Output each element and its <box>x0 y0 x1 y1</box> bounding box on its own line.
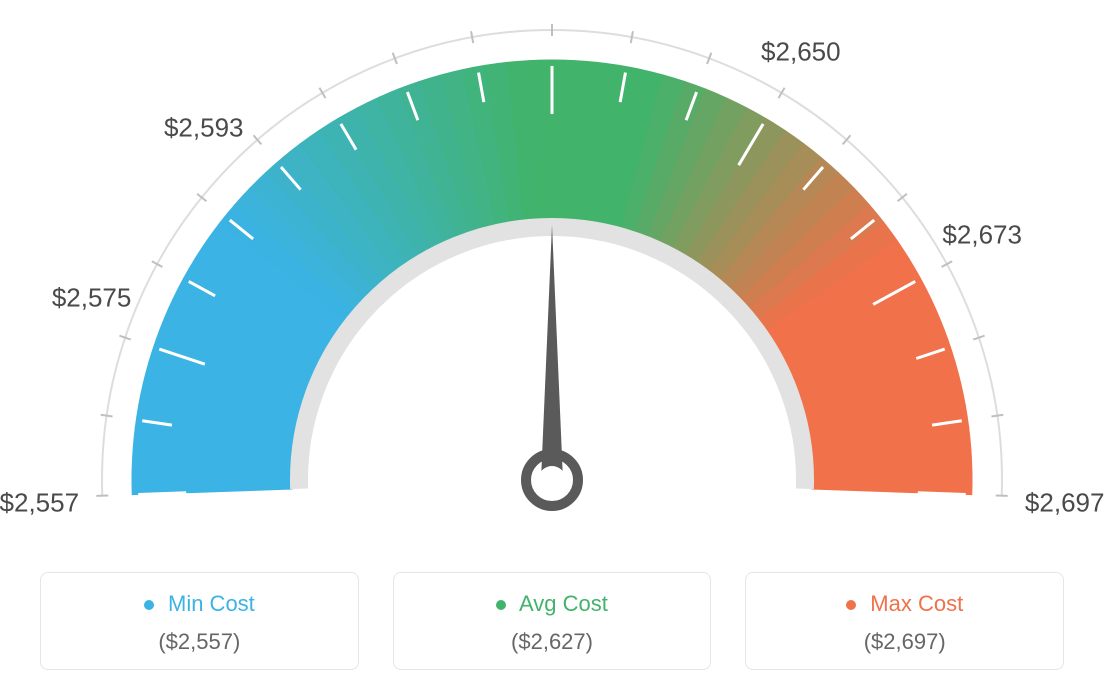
legend-value-avg: ($2,627) <box>404 629 701 655</box>
legend-label-max: Max Cost <box>756 591 1053 617</box>
dot-icon <box>496 600 506 610</box>
scale-label: $2,673 <box>942 220 1022 251</box>
legend-card-avg: Avg Cost ($2,627) <box>393 572 712 670</box>
legend-label-avg: Avg Cost <box>404 591 701 617</box>
legend-label-text: Max Cost <box>870 591 963 616</box>
legend-label-text: Avg Cost <box>519 591 608 616</box>
legend-row: Min Cost ($2,557) Avg Cost ($2,627) Max … <box>0 572 1104 670</box>
scale-label: $2,557 <box>0 488 79 519</box>
gauge-chart: $2,557$2,575$2,593$2,627$2,650$2,673$2,6… <box>0 0 1104 540</box>
scale-label: $2,575 <box>52 283 132 314</box>
legend-value-max: ($2,697) <box>756 629 1053 655</box>
scale-label: $2,593 <box>164 113 244 144</box>
legend-card-min: Min Cost ($2,557) <box>40 572 359 670</box>
dot-icon <box>144 600 154 610</box>
legend-label-text: Min Cost <box>168 591 255 616</box>
scale-label: $2,650 <box>761 37 841 68</box>
dot-icon <box>846 600 856 610</box>
cost-gauge-widget: $2,557$2,575$2,593$2,627$2,650$2,673$2,6… <box>0 0 1104 690</box>
legend-value-min: ($2,557) <box>51 629 348 655</box>
legend-label-min: Min Cost <box>51 591 348 617</box>
scale-label: $2,697 <box>1025 488 1104 519</box>
legend-card-max: Max Cost ($2,697) <box>745 572 1064 670</box>
gauge-svg <box>0 0 1104 540</box>
